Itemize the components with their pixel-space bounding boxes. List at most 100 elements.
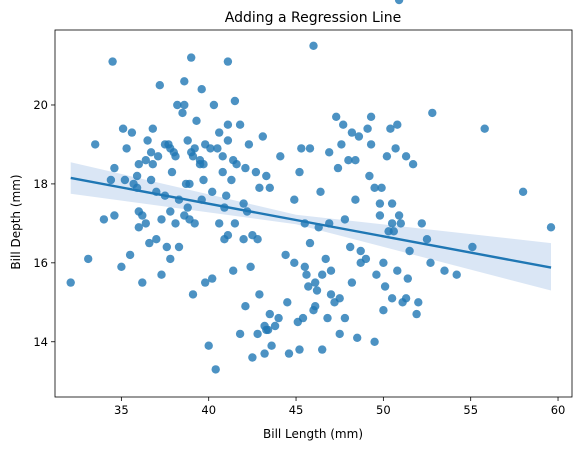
data-point: [351, 156, 360, 165]
data-point: [412, 309, 421, 319]
data-point: [270, 321, 280, 331]
data-point: [370, 337, 379, 346]
data-point: [190, 219, 199, 228]
data-point: [248, 353, 257, 362]
data-point: [122, 144, 131, 153]
data-point: [218, 152, 227, 161]
data-point: [276, 152, 285, 161]
data-point: [160, 140, 170, 149]
data-point: [110, 163, 119, 173]
data-point: [297, 144, 306, 153]
y-tick-label: 14: [33, 335, 48, 349]
data-point: [204, 341, 213, 350]
data-point: [258, 132, 267, 141]
data-point: [260, 349, 269, 358]
confidence-band: [70, 162, 551, 291]
data-point: [173, 100, 182, 110]
data-point: [262, 171, 271, 181]
data-point: [401, 152, 411, 161]
data-point: [366, 140, 376, 149]
data-point: [347, 128, 357, 137]
data-point: [171, 219, 180, 228]
data-point: [403, 274, 412, 283]
data-point: [91, 140, 100, 149]
data-point: [323, 313, 332, 323]
data-point: [452, 270, 461, 279]
data-point: [263, 325, 273, 335]
data-point: [108, 57, 117, 66]
data-point: [267, 341, 276, 350]
data-point: [183, 203, 192, 212]
data-point: [174, 242, 184, 252]
x-tick-label: 35: [114, 403, 129, 417]
data-point: [370, 183, 379, 192]
x-tick-label: 60: [551, 403, 566, 417]
data-point: [372, 270, 381, 279]
x-tick-label: 45: [289, 403, 304, 417]
x-axis-label: Bill Length (mm): [263, 427, 363, 441]
x-tick-label: 55: [463, 403, 478, 417]
data-point: [305, 144, 315, 153]
data-point: [518, 187, 528, 196]
data-point: [201, 278, 210, 287]
data-point: [309, 41, 318, 50]
data-point: [255, 290, 264, 299]
data-point: [246, 262, 255, 271]
data-point: [141, 156, 150, 165]
data-point: [197, 85, 206, 94]
data-point: [377, 183, 386, 192]
regression-line: [70, 176, 552, 269]
y-tick-label: 16: [33, 256, 48, 270]
x-axis-ticks: 35 40 45 50 55 60: [114, 397, 565, 417]
data-point: [384, 227, 393, 236]
data-point: [335, 329, 344, 339]
data-point: [134, 223, 143, 232]
data-point: [229, 266, 238, 275]
data-point: [335, 294, 344, 303]
data-point: [125, 250, 135, 260]
data-point: [218, 167, 227, 177]
data-point: [117, 262, 126, 271]
data-point: [347, 278, 357, 287]
data-point: [353, 333, 362, 342]
data-point: [190, 144, 199, 153]
data-point: [166, 254, 175, 264]
data-point: [178, 108, 187, 118]
data-point: [366, 112, 376, 122]
data-point: [208, 274, 217, 283]
data-point: [318, 270, 327, 279]
data-point: [132, 171, 142, 181]
data-point: [148, 160, 157, 169]
data-point: [290, 258, 299, 267]
data-point: [304, 282, 313, 291]
data-point: [426, 258, 435, 267]
plot-frame: [54, 29, 573, 398]
data-point: [394, 0, 404, 5]
data-point: [339, 120, 348, 129]
regression-line-layer: [70, 176, 552, 269]
data-point: [118, 124, 128, 133]
data-point: [379, 258, 388, 267]
data-point: [255, 183, 264, 192]
data-point: [215, 219, 224, 228]
data-point: [223, 136, 233, 145]
data-point: [281, 250, 290, 260]
data-point: [375, 199, 385, 208]
data-point: [546, 223, 556, 232]
data-point: [365, 171, 374, 181]
data-point: [188, 290, 198, 299]
data-point: [146, 148, 156, 157]
data-point: [302, 270, 311, 279]
data-point: [230, 96, 240, 106]
data-point: [428, 108, 437, 118]
data-point: [253, 235, 262, 244]
data-point: [480, 124, 489, 133]
data-point: [251, 167, 261, 177]
data-point: [414, 298, 423, 307]
data-point: [351, 195, 360, 204]
data-point: [195, 160, 205, 169]
y-tick-label: 18: [33, 177, 48, 191]
y-axis-label: Bill Depth (mm): [9, 174, 23, 269]
data-point: [387, 199, 397, 208]
